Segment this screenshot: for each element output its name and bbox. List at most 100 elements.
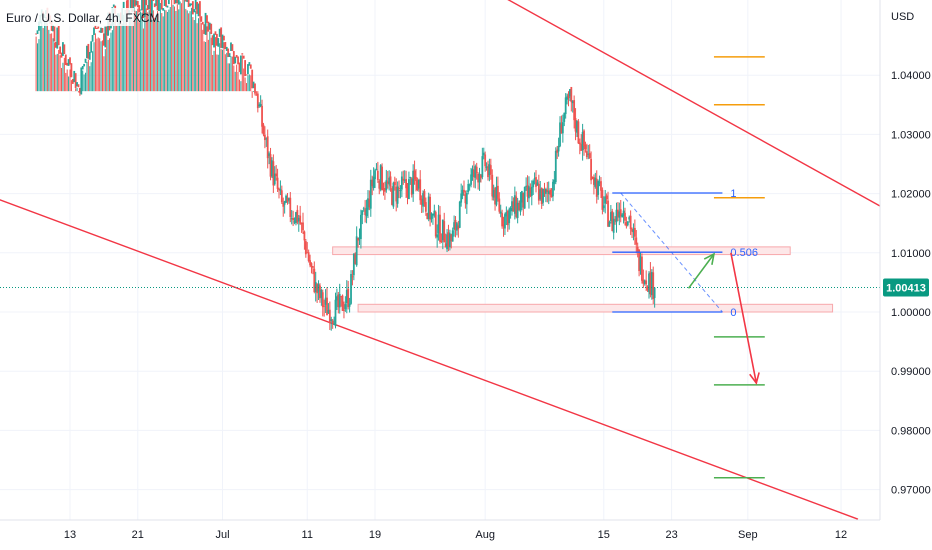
candle-body: [408, 179, 410, 200]
candle-body: [344, 304, 347, 310]
candle-body: [238, 62, 241, 73]
chart-title: Euro / U.S. Dollar, 4h, FXCM: [6, 11, 159, 25]
candle-body: [429, 196, 432, 220]
candle-body: [584, 144, 587, 150]
candle-body: [588, 153, 591, 159]
candle-body: [415, 176, 417, 181]
candle-body: [439, 214, 441, 242]
candle-body: [269, 154, 272, 177]
candle-body: [520, 191, 523, 203]
candle-body: [230, 42, 232, 51]
time-tick-label: 23: [665, 529, 677, 541]
candle-body: [549, 189, 552, 195]
candle-body: [396, 186, 399, 204]
fib-level-label: 0.506: [730, 247, 758, 259]
candle-body: [580, 144, 583, 151]
candle-body: [249, 64, 252, 69]
fib-retracement[interactable]: 1 0.506 0: [612, 188, 758, 319]
candle-body: [525, 185, 528, 188]
candle-body: [536, 182, 539, 186]
candle-body: [132, 0, 135, 12]
candle-body: [653, 287, 656, 298]
candle-body: [224, 42, 227, 50]
candle-body: [372, 176, 375, 189]
candle-body: [321, 292, 324, 308]
candle-body: [566, 96, 568, 100]
candle-body: [303, 231, 306, 241]
candle-body: [573, 100, 576, 121]
candle-body: [323, 305, 326, 307]
candle-body: [327, 310, 330, 314]
target-levels: [713, 56, 765, 479]
candle-body: [446, 234, 448, 250]
candle-body: [412, 170, 415, 194]
time-axis[interactable]: [0, 520, 880, 550]
time-tick-label: 15: [598, 529, 610, 541]
candle-body: [550, 194, 553, 198]
candle-body: [484, 154, 487, 167]
candle-body: [110, 24, 112, 29]
candle-body: [347, 288, 350, 308]
candle-body: [376, 170, 379, 180]
candle-body: [134, 0, 136, 7]
candle-body: [142, 0, 145, 19]
price-tick-label: 1.03000: [891, 129, 931, 141]
candle-body: [220, 27, 223, 48]
candle-body: [448, 233, 451, 248]
candle-body: [492, 189, 495, 198]
price-tick-label: 0.99000: [891, 366, 931, 378]
candle-body: [526, 185, 529, 197]
candle-body: [78, 87, 81, 93]
candle-body: [345, 289, 348, 304]
candle-body: [302, 222, 304, 231]
candle-body: [56, 27, 59, 49]
candle-body: [641, 256, 643, 281]
candle-body: [501, 213, 504, 227]
candle-body: [489, 165, 492, 175]
candle-body: [337, 294, 340, 308]
candle-body: [499, 211, 502, 214]
candle-body: [463, 189, 465, 193]
candle-body: [57, 25, 60, 46]
candle-body: [636, 246, 639, 252]
candle-body: [189, 3, 191, 7]
candle-body: [187, 0, 190, 8]
candle-body: [495, 187, 498, 205]
candle-body: [639, 256, 642, 270]
candle-body: [162, 8, 165, 11]
candle-body: [74, 73, 77, 88]
candle-body: [271, 160, 273, 177]
candle-body: [519, 200, 522, 212]
candle-body: [570, 86, 573, 103]
candle-body: [218, 28, 221, 37]
candle-body: [105, 26, 108, 36]
candle-body: [361, 210, 364, 216]
candle-body: [434, 212, 437, 237]
candle-body: [239, 55, 242, 75]
channel-trendlines[interactable]: [0, 0, 901, 520]
candle-body: [395, 186, 398, 202]
candle-body: [652, 272, 655, 300]
candle-body: [364, 209, 367, 215]
candle-body: [186, 0, 189, 2]
upper-channel[interactable]: [324, 0, 901, 218]
candle-body: [567, 94, 570, 99]
candle-body: [540, 187, 543, 205]
candle-body: [333, 324, 335, 326]
candle-body: [148, 0, 150, 10]
candle-body: [456, 223, 458, 231]
candle-body: [591, 178, 594, 180]
price-axis[interactable]: [880, 0, 932, 520]
candle-body: [436, 234, 439, 238]
candle-body: [512, 201, 515, 212]
candle-body: [63, 44, 66, 55]
candle-body: [129, 0, 132, 10]
price-tick-label: 0.98000: [891, 425, 931, 437]
candle-body: [76, 82, 78, 87]
candle-body: [632, 229, 635, 233]
lower-channel[interactable]: [0, 182, 859, 520]
candle-body: [100, 27, 102, 33]
candle-body: [215, 33, 218, 46]
